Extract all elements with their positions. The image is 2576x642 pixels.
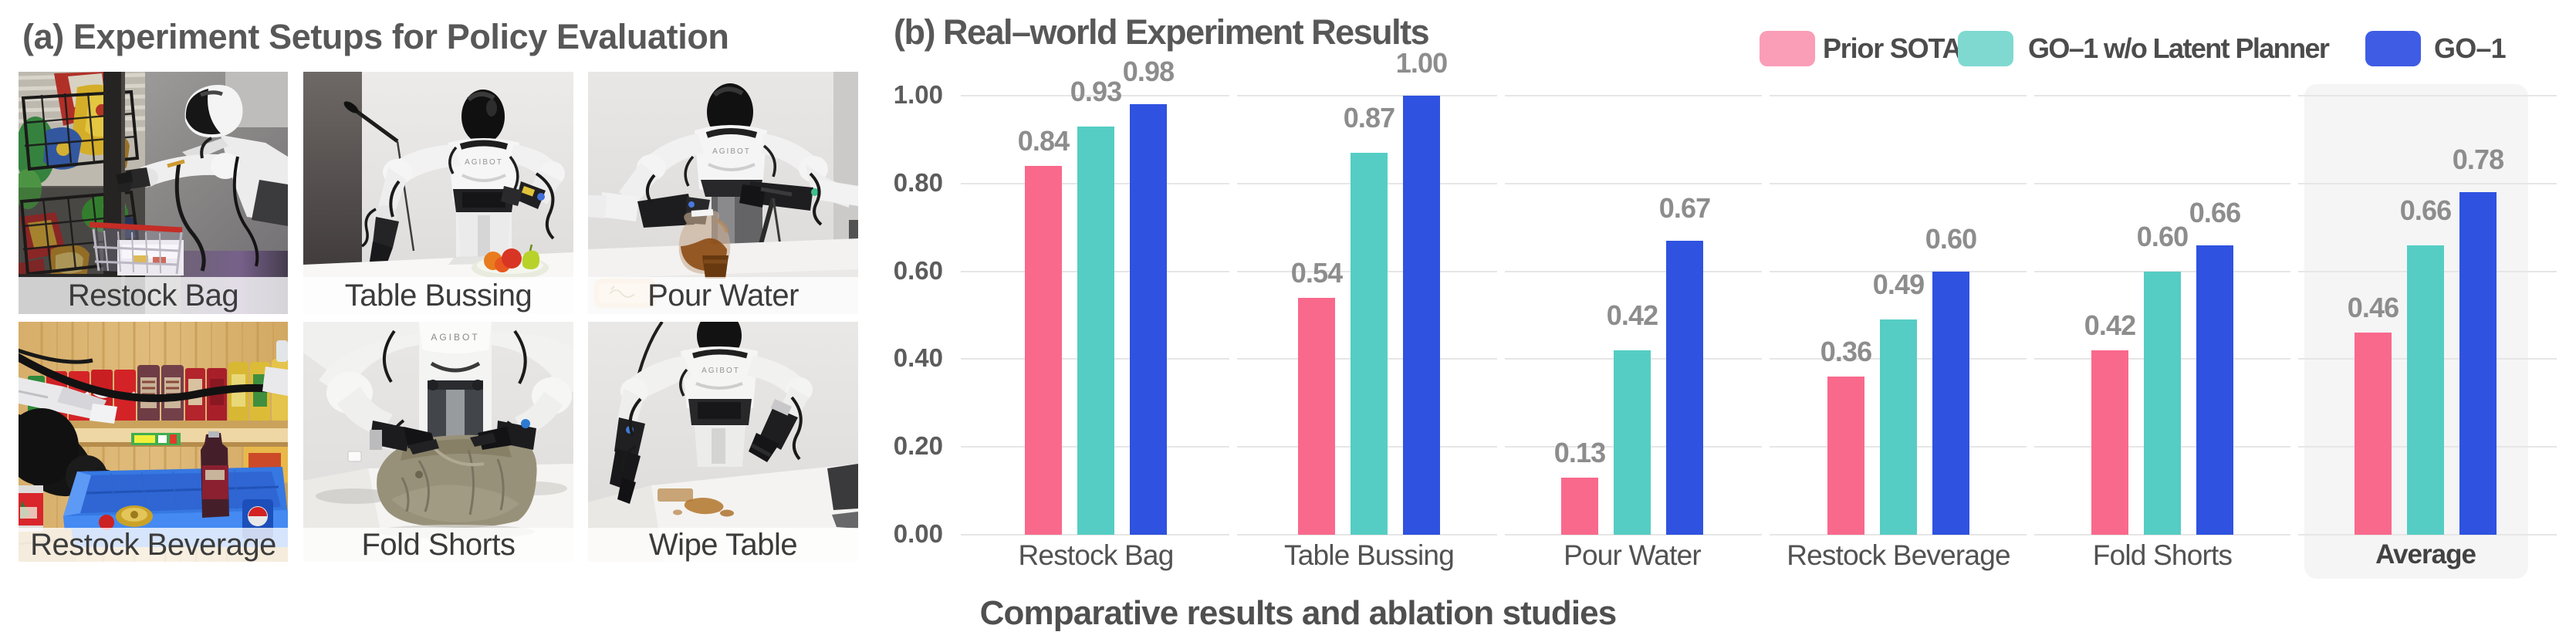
- svg-text:AGIBOT: AGIBOT: [712, 147, 751, 156]
- svg-text:AGIBOT: AGIBOT: [465, 158, 503, 167]
- svg-text:AGIBOT: AGIBOT: [701, 367, 740, 375]
- svg-text:AGIBOT: AGIBOT: [431, 332, 479, 343]
